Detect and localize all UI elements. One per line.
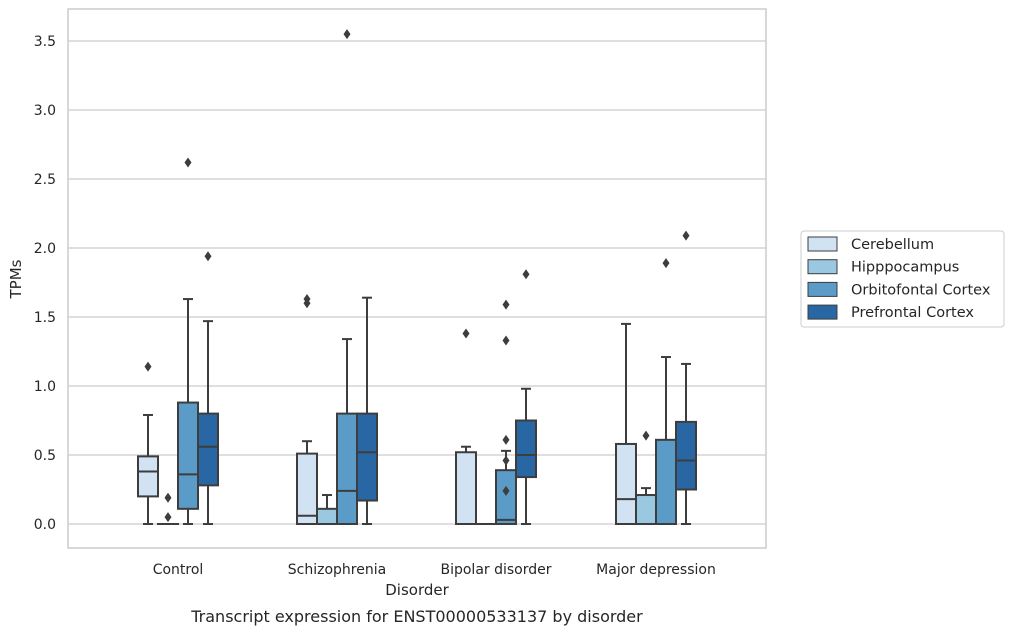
legend-frame: [800, 230, 1005, 328]
plot-frame: [67, 8, 767, 549]
box-flier: [502, 299, 510, 310]
x-tick-label: Bipolar disorder: [440, 562, 551, 578]
chart-caption: Transcript expression for ENST0000053313…: [190, 607, 643, 626]
box-flier: [502, 335, 510, 346]
box-flier: [502, 455, 510, 466]
box-flier: [462, 328, 470, 339]
x-axis-label: Disorder: [385, 581, 449, 599]
series-orbitofontal-cortex: [177, 29, 677, 526]
legend-label: Prefrontal Cortex: [851, 305, 974, 321]
box-body: [296, 452, 318, 525]
box-flier: [164, 512, 172, 523]
y-tick-label: 2.5: [34, 172, 56, 188]
box-body: [316, 507, 338, 526]
legend-swatch: [807, 281, 838, 297]
legend-label: Hipppocampus: [851, 260, 959, 276]
y-tick-label: 3.0: [34, 103, 56, 119]
box-series: [137, 29, 697, 526]
box-body: [197, 412, 219, 487]
legend-item: Cerebellum: [807, 236, 934, 253]
box-body: [495, 469, 517, 525]
y-axis-label: TPMs: [7, 259, 25, 299]
y-tick-label: 1.0: [34, 379, 56, 395]
box-flier: [144, 361, 152, 372]
legend-item: Prefrontal Cortex: [807, 304, 974, 321]
box-flier: [502, 434, 510, 445]
box-body: [356, 412, 378, 502]
legend-item: Hipppocampus: [807, 259, 959, 276]
x-tick-label: Major depression: [596, 562, 716, 578]
box-body: [177, 401, 199, 510]
legend: Cerebellum Hipppocampus Orbitofontal Corte…: [800, 230, 1005, 328]
box-flier: [522, 269, 530, 280]
box-body: [655, 438, 677, 526]
box-flier: [642, 430, 650, 441]
series-hipppocampus: [157, 430, 657, 526]
legend-swatch: [807, 236, 838, 252]
series-cerebellum: [137, 294, 637, 525]
box-body: [137, 455, 159, 498]
box-body: [455, 451, 477, 525]
box-body: [336, 412, 358, 526]
y-tick-label: 3.5: [34, 34, 56, 50]
legend-label: Cerebellum: [851, 237, 934, 253]
box-body: [615, 442, 637, 525]
box-flier: [303, 294, 311, 305]
series-prefrontal-cortex: [197, 230, 697, 525]
x-tick-label: Schizophrenia: [288, 562, 386, 578]
legend-swatch: [807, 304, 838, 320]
box-flier: [204, 251, 212, 262]
y-axis-ticks: 0.0 0.5 1.0 1.5 2.0 2.5 3.0 3.5: [34, 34, 56, 533]
legend-swatch: [807, 259, 838, 275]
legend-item: Orbitofontal Cortex: [807, 281, 991, 298]
box-flier: [502, 485, 510, 496]
legend-label: Orbitofontal Cortex: [851, 282, 991, 298]
box-flier: [343, 29, 351, 40]
y-tick-label: 1.5: [34, 310, 56, 326]
box-body: [675, 420, 697, 491]
box-body: [635, 494, 657, 525]
x-axis-ticks: Control Schizophrenia Bipolar disorder Majo…: [153, 562, 716, 578]
box-flier: [662, 258, 670, 269]
x-tick-label: Control: [153, 562, 204, 578]
box-flier: [682, 230, 690, 241]
box-flier: [184, 157, 192, 168]
box-body: [515, 419, 537, 479]
box-flier: [164, 492, 172, 503]
y-tick-label: 0.0: [34, 517, 56, 533]
y-tick-label: 2.0: [34, 241, 56, 257]
y-tick-label: 0.5: [34, 448, 56, 464]
